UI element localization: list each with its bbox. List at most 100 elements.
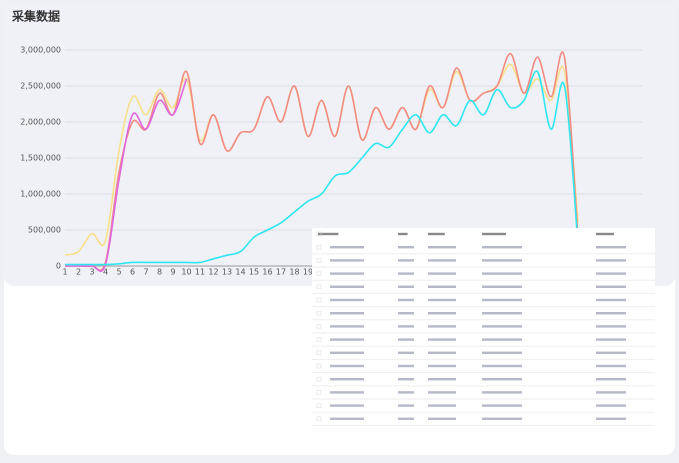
- cell-text: [398, 312, 414, 315]
- cell-text: [398, 246, 414, 249]
- cell-text: [428, 285, 456, 288]
- x-tick-label: 13: [222, 268, 232, 277]
- row-checkbox: [316, 390, 322, 395]
- cell-text: [482, 364, 522, 368]
- cell-text: [428, 364, 456, 368]
- cell-text: [596, 325, 626, 328]
- row-checkbox: [316, 258, 322, 263]
- cell-text: [398, 417, 414, 420]
- x-tick-label: 14: [235, 268, 245, 277]
- cell-text: [330, 285, 364, 288]
- cell-text: [596, 246, 626, 249]
- y-tick-label: 1,000,000: [20, 190, 61, 199]
- cell-text: [482, 312, 522, 315]
- series-line: [65, 78, 188, 273]
- cell-text: [482, 351, 522, 354]
- y-tick-label: 2,000,000: [20, 118, 61, 127]
- x-tick-label: 12: [208, 268, 218, 277]
- x-tick-label: 2: [76, 268, 81, 277]
- row-checkbox: [316, 284, 322, 290]
- row-checkbox: [316, 231, 322, 237]
- cell-text: [330, 351, 364, 354]
- cell-text: [330, 272, 364, 275]
- y-tick-label: 1,500,000: [20, 154, 61, 163]
- cell-text: [482, 298, 522, 302]
- y-tick-label: 500,000: [28, 226, 61, 235]
- cell-text: [596, 232, 614, 236]
- cell-text: [330, 259, 364, 262]
- cell-text: [596, 364, 626, 368]
- cell-text: [330, 338, 364, 341]
- x-tick-label: 8: [157, 268, 162, 277]
- x-tick-label: 19: [303, 268, 313, 277]
- row-checkbox: [316, 310, 322, 316]
- cell-text: [482, 404, 522, 407]
- cell-text: [596, 272, 626, 275]
- row-checkbox: [316, 337, 322, 342]
- cell-text: [596, 312, 626, 315]
- cell-text: [330, 312, 364, 315]
- cell-text: [398, 404, 414, 407]
- cell-text: [330, 298, 364, 302]
- cell-text: [596, 351, 626, 354]
- x-tick-label: 3: [89, 268, 94, 277]
- cell-text: [596, 391, 626, 394]
- x-tick-label: 16: [262, 268, 272, 277]
- row-checkbox: [316, 324, 322, 329]
- cell-text: [398, 325, 414, 328]
- x-tick-label: 4: [103, 268, 108, 277]
- cell-text: [398, 285, 414, 288]
- cell-text: [596, 259, 626, 262]
- cell-text: [398, 338, 414, 341]
- y-tick-label: 0: [56, 262, 61, 271]
- cell-text: [330, 391, 364, 394]
- cell-text: [482, 391, 522, 394]
- cell-text: [398, 378, 414, 381]
- row-checkbox: [316, 271, 322, 276]
- table-panel: [312, 228, 655, 430]
- cell-text: [428, 391, 456, 394]
- cell-text: [330, 378, 364, 381]
- x-tick-label: 6: [130, 268, 135, 277]
- x-tick-label: 10: [181, 268, 191, 277]
- row-checkbox: [316, 416, 322, 422]
- cell-text: [482, 246, 522, 249]
- cell-text: [428, 351, 456, 354]
- x-tick-label: 5: [116, 268, 121, 277]
- cell-text: [482, 285, 522, 288]
- cell-text: [428, 312, 456, 315]
- row-checkbox: [316, 350, 322, 356]
- x-tick-label: 17: [276, 268, 286, 277]
- cell-text: [596, 285, 626, 288]
- cell-text: [398, 272, 414, 275]
- series-line: [64, 70, 579, 266]
- cell-text: [398, 298, 414, 302]
- cell-text: [428, 259, 456, 262]
- cell-text: [428, 404, 456, 407]
- cell-text: [482, 272, 522, 275]
- cell-text: [330, 325, 364, 328]
- cell-text: [482, 417, 522, 420]
- x-tick-label: 1: [62, 268, 67, 277]
- cell-text: [428, 272, 456, 275]
- cell-text: [482, 338, 522, 341]
- cell-text: [398, 364, 414, 368]
- cell-text: [482, 325, 522, 328]
- cell-text: [428, 298, 456, 302]
- chart-area: [4, 4, 675, 286]
- x-tick-label: 18: [289, 268, 299, 277]
- x-tick-label: 9: [170, 268, 175, 277]
- cell-text: [330, 364, 364, 368]
- cell-text: [398, 259, 414, 262]
- x-tick-label: 7: [143, 268, 148, 277]
- row-checkbox: [316, 297, 322, 303]
- cell-text: [428, 232, 445, 236]
- cell-text: [398, 351, 414, 354]
- row-checkbox: [316, 363, 322, 369]
- cell-text: [330, 417, 364, 420]
- x-tick-label: 15: [249, 268, 259, 277]
- cell-text: [596, 298, 626, 302]
- x-tick-label: 11: [195, 268, 205, 277]
- series-line: [65, 51, 579, 272]
